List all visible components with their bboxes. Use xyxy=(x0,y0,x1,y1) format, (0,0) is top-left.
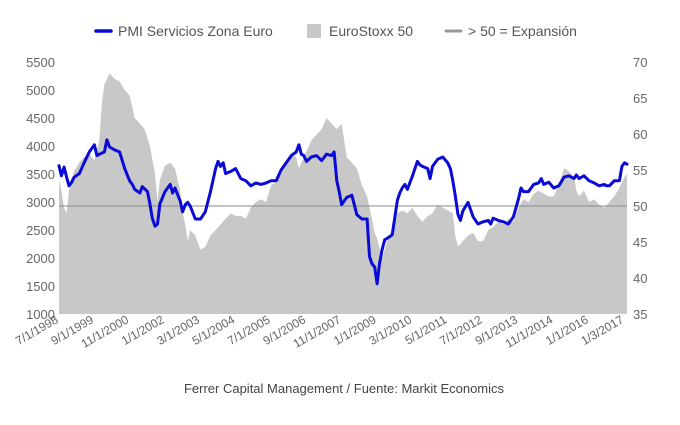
right-tick-label: 70 xyxy=(633,55,647,70)
left-tick-label: 2500 xyxy=(26,223,55,238)
right-tick-label: 65 xyxy=(633,91,647,106)
left-tick-label: 1000 xyxy=(26,307,55,322)
left-axis: 1000 1500 2000 2500 3000 3500 4000 4500 5000 5500 xyxy=(26,55,55,322)
left-tick-label: 3000 xyxy=(26,195,55,210)
left-tick-label: 4500 xyxy=(26,111,55,126)
left-tick-label: 2000 xyxy=(26,251,55,266)
right-tick-label: 40 xyxy=(633,271,647,286)
right-tick-label: 50 xyxy=(633,199,647,214)
left-tick-label: 1500 xyxy=(26,279,55,294)
legend-swatch-stoxx xyxy=(307,24,321,38)
footer-credit: Ferrer Capital Management / Fuente: Mark… xyxy=(184,381,505,396)
left-tick-label: 3500 xyxy=(26,167,55,182)
right-tick-label: 35 xyxy=(633,307,647,322)
legend: PMI Servicios Zona Euro EuroStoxx 50 > 50 … xyxy=(94,23,577,39)
right-tick-label: 45 xyxy=(633,235,647,250)
right-tick-label: 60 xyxy=(633,127,647,142)
left-tick-label: 4000 xyxy=(26,139,55,154)
legend-label-threshold: > 50 = Expansión xyxy=(468,23,577,39)
x-axis: 7/1/19989/1/199911/1/20001/1/20023/1/200… xyxy=(13,312,626,351)
legend-label-pmi: PMI Servicios Zona Euro xyxy=(118,23,273,39)
eurostoxx-area xyxy=(59,73,627,314)
left-tick-label: 5500 xyxy=(26,55,55,70)
plot-area xyxy=(57,73,629,314)
right-axis: 35 40 45 50 55 60 65 70 xyxy=(633,55,647,322)
legend-label-stoxx: EuroStoxx 50 xyxy=(329,23,413,39)
pmi-line xyxy=(57,138,629,286)
left-tick-label: 5000 xyxy=(26,83,55,98)
right-tick-label: 55 xyxy=(633,163,647,178)
